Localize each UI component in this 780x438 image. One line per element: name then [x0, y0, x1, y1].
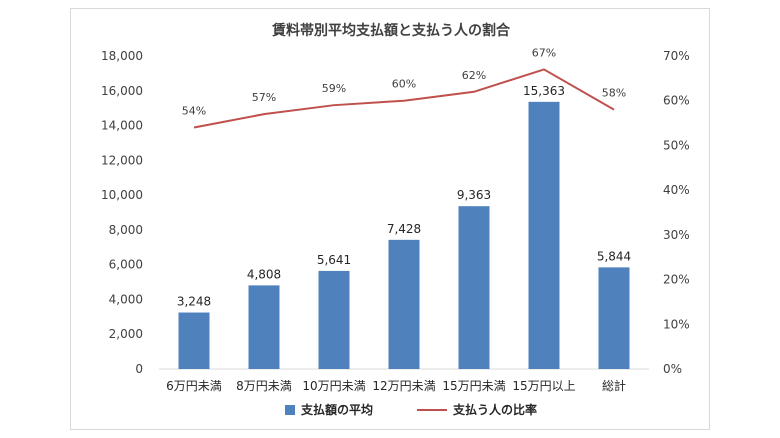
left-tick-label: 8,000 [109, 223, 143, 237]
legend-label-line: 支払う人の比率 [452, 402, 537, 417]
left-tick-label: 12,000 [101, 153, 143, 167]
right-tick-label: 50% [663, 138, 690, 152]
bar-value-label: 3,248 [177, 295, 211, 309]
legend-label-bars: 支払額の平均 [300, 402, 373, 417]
line-value-label: 54% [182, 105, 206, 118]
bar-value-label: 9,363 [457, 188, 491, 202]
line-value-label: 67% [532, 46, 556, 59]
left-tick-label: 18,000 [101, 49, 143, 63]
bar-value-label: 4,808 [247, 267, 281, 281]
category-label: 15万円以上 [512, 379, 575, 393]
left-tick-label: 2,000 [109, 327, 143, 341]
left-axis: 0 2,000 4,000 6,000 8,000 10,000 12,000 14,000 1… [101, 49, 143, 376]
bar [248, 285, 280, 369]
left-tick-label: 16,000 [101, 84, 143, 98]
bar [528, 101, 560, 370]
category-label: 6万円未満 [166, 379, 222, 393]
category-label: 8万円未満 [236, 379, 292, 393]
bar [458, 206, 490, 369]
left-tick-label: 10,000 [101, 188, 143, 202]
left-tick-label: 0 [135, 362, 143, 376]
line-series: 54% 57% 59% 60% 62% 67% 58% [182, 46, 626, 129]
legend-swatch-bars [285, 405, 295, 415]
right-tick-label: 30% [663, 228, 690, 242]
line-value-label: 60% [392, 78, 416, 91]
right-tick-label: 60% [663, 94, 690, 108]
left-tick-label: 14,000 [101, 119, 143, 133]
category-label: 15万円未満 [442, 379, 505, 393]
line-value-label: 62% [462, 69, 486, 82]
category-label: 10万円未満 [302, 379, 365, 393]
left-tick-label: 4,000 [109, 292, 143, 306]
category-axis: 6万円未満 8万円未満 10万円未満 12万円未満 15万円未満 15万円以上 総計 [166, 378, 626, 393]
bar-value-label: 5,844 [597, 249, 631, 263]
right-tick-label: 0% [663, 362, 682, 376]
right-axis: 0% 10% 20% 30% 40% 50% 60% 70% [663, 49, 690, 376]
chart-frame: 賃料帯別平均支払額と支払う人の割合 0 2,000 4,000 6,000 8,000 1… [70, 8, 710, 430]
bar-value-label: 15,363 [523, 84, 565, 98]
bar-series: 3,248 4,808 5,641 7,428 9,363 15,363 5,844 [177, 84, 631, 370]
bar [178, 312, 210, 369]
line-value-label: 57% [252, 91, 276, 104]
bar [598, 267, 630, 369]
right-tick-label: 20% [663, 273, 690, 287]
bar-value-label: 7,428 [387, 222, 421, 236]
bar [388, 239, 420, 369]
right-tick-label: 10% [663, 317, 690, 331]
category-label: 総計 [602, 378, 626, 393]
right-tick-label: 40% [663, 183, 690, 197]
chart-title: 賃料帯別平均支払額と支払う人の割合 [271, 22, 511, 39]
category-label: 12万円未満 [372, 379, 435, 393]
bar [318, 270, 350, 369]
legend: 支払額の平均 支払う人の比率 [285, 402, 537, 417]
bar-value-label: 5,641 [317, 253, 351, 267]
line-value-label: 59% [322, 82, 346, 95]
line-value-label: 58% [602, 87, 626, 100]
right-tick-label: 70% [663, 49, 690, 63]
combo-chart: 賃料帯別平均支払額と支払う人の割合 0 2,000 4,000 6,000 8,000 1… [101, 22, 690, 417]
left-tick-label: 6,000 [109, 258, 143, 272]
